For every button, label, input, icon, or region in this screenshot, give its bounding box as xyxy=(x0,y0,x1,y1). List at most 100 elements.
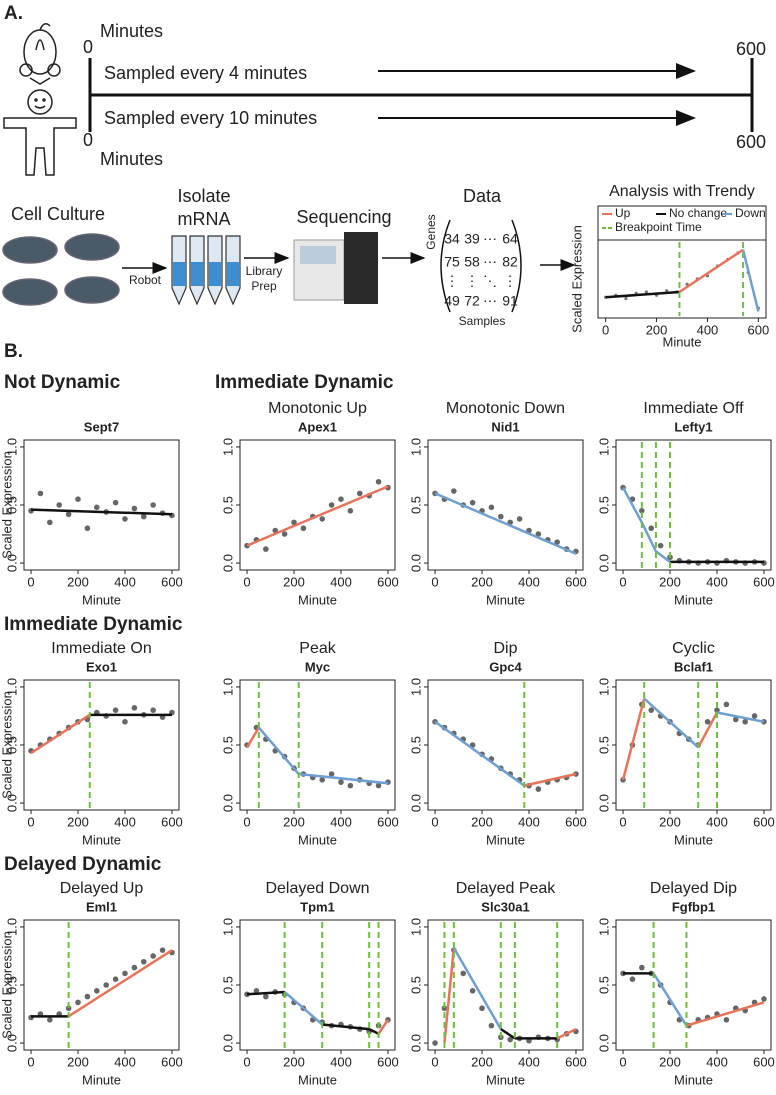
point xyxy=(56,502,63,508)
point xyxy=(432,1040,438,1046)
x-axis-label: Minute xyxy=(82,832,121,847)
y-tick-label: 0.0 xyxy=(4,554,19,572)
y-tick-label: 0.5 xyxy=(596,976,611,994)
y-tick-label: 1.0 xyxy=(596,678,611,696)
point xyxy=(319,516,325,522)
step-label: Cell Culture xyxy=(11,204,105,224)
panel-label: A. xyxy=(4,3,23,24)
timeline-start: 0 xyxy=(83,130,93,150)
point xyxy=(488,1022,495,1029)
point xyxy=(112,707,119,713)
point xyxy=(451,488,457,494)
x-tick-label: 600 xyxy=(565,814,587,829)
matrix-cell: ⋮ xyxy=(503,273,517,289)
chart-title: Analysis with Trendy xyxy=(609,183,755,200)
x-tick-label: 600 xyxy=(161,814,183,829)
step-label: Robot xyxy=(129,273,162,287)
point xyxy=(37,490,44,497)
x-tick-label: 0 xyxy=(243,574,250,589)
point xyxy=(47,1017,53,1023)
point xyxy=(122,718,128,725)
plot-frame xyxy=(427,679,584,811)
point xyxy=(441,1005,448,1012)
chart-title: Myc xyxy=(305,659,330,674)
x-tick-label: 0 xyxy=(602,322,609,337)
trend-line xyxy=(697,711,719,748)
x-tick-label: 400 xyxy=(114,574,136,589)
x-tick-label: 200 xyxy=(659,814,681,829)
x-tick-label: 600 xyxy=(161,1054,183,1069)
trend-line xyxy=(368,1027,380,1035)
point xyxy=(338,779,344,785)
point xyxy=(291,519,297,526)
point xyxy=(460,970,467,977)
x-tick-label: 0 xyxy=(431,574,438,589)
y-tick-label: 0.5 xyxy=(4,496,19,514)
trend-line xyxy=(322,1023,370,1031)
y-tick-label: 0.0 xyxy=(220,794,235,812)
point xyxy=(479,1005,485,1012)
point xyxy=(319,777,325,783)
plot-frame xyxy=(239,679,396,811)
sequencer xyxy=(293,232,378,304)
y-tick-label: 0.5 xyxy=(408,496,423,514)
matrix-cell: ⋯ xyxy=(483,231,497,247)
legend-label: No change xyxy=(669,206,727,220)
point xyxy=(723,1017,730,1023)
y-tick-label: 1.0 xyxy=(408,438,423,456)
y-tick-label: 0.0 xyxy=(408,794,423,812)
x-tick-label: 0 xyxy=(27,574,34,589)
x-axis-label: Minute xyxy=(674,1072,713,1087)
pattern-label: Dip xyxy=(493,640,517,657)
chart-title: Slc30a1 xyxy=(481,899,529,914)
trend-line xyxy=(443,947,456,1044)
x-tick-label: 400 xyxy=(330,1054,352,1069)
x-tick-label: 400 xyxy=(706,1054,728,1069)
x-axis-label: Minute xyxy=(486,592,525,607)
y-tick-label: 1.0 xyxy=(220,438,235,456)
x-tick-label: 400 xyxy=(114,1054,136,1069)
y-tick-label: 0.0 xyxy=(408,1034,423,1052)
point xyxy=(94,988,100,994)
pattern-label: Delayed Peak xyxy=(456,880,557,897)
y-tick-label: 0.0 xyxy=(220,554,235,572)
point xyxy=(639,964,645,971)
plot-frame xyxy=(615,439,772,571)
point xyxy=(507,1036,513,1043)
legend-label: Down xyxy=(735,206,766,220)
pattern-label: Monotonic Down xyxy=(446,400,565,417)
x-axis-label: Minute xyxy=(82,1072,121,1087)
point xyxy=(375,782,382,789)
unit-label: Minutes xyxy=(100,149,163,169)
timeline-end: 600 xyxy=(736,39,766,59)
x-axis-label: Minute xyxy=(674,592,713,607)
x-tick-label: 400 xyxy=(697,322,719,337)
step-label: Library xyxy=(246,264,283,278)
x-tick-label: 200 xyxy=(659,1054,681,1069)
x-tick-label: 600 xyxy=(753,814,775,829)
plot-frame xyxy=(23,919,180,1051)
legend-frame xyxy=(597,205,767,241)
group-heading: Immediate Dynamic xyxy=(215,372,394,393)
y-tick-label: 1.0 xyxy=(4,918,19,936)
trend-line xyxy=(67,949,173,1018)
point xyxy=(94,504,100,511)
x-tick-label: 600 xyxy=(565,1054,587,1069)
group-heading: Delayed Dynamic xyxy=(4,854,162,875)
step-label: Prep xyxy=(251,279,277,293)
trend-line xyxy=(298,772,389,785)
point xyxy=(122,516,128,522)
legend-label: Breakpoint Time xyxy=(615,220,702,234)
trend-line xyxy=(434,492,577,555)
x-tick-label: 200 xyxy=(67,574,89,589)
point xyxy=(761,996,767,1002)
y-tick-label: 1.0 xyxy=(4,678,19,696)
x-tick-label: 0 xyxy=(243,814,250,829)
point xyxy=(742,718,748,725)
matrix-cell: 58 xyxy=(464,254,480,270)
x-axis-label: Minute xyxy=(298,1072,337,1087)
chart-title: Bclaf1 xyxy=(674,659,713,674)
trend-line xyxy=(643,697,700,749)
plot-frame xyxy=(615,919,772,1051)
